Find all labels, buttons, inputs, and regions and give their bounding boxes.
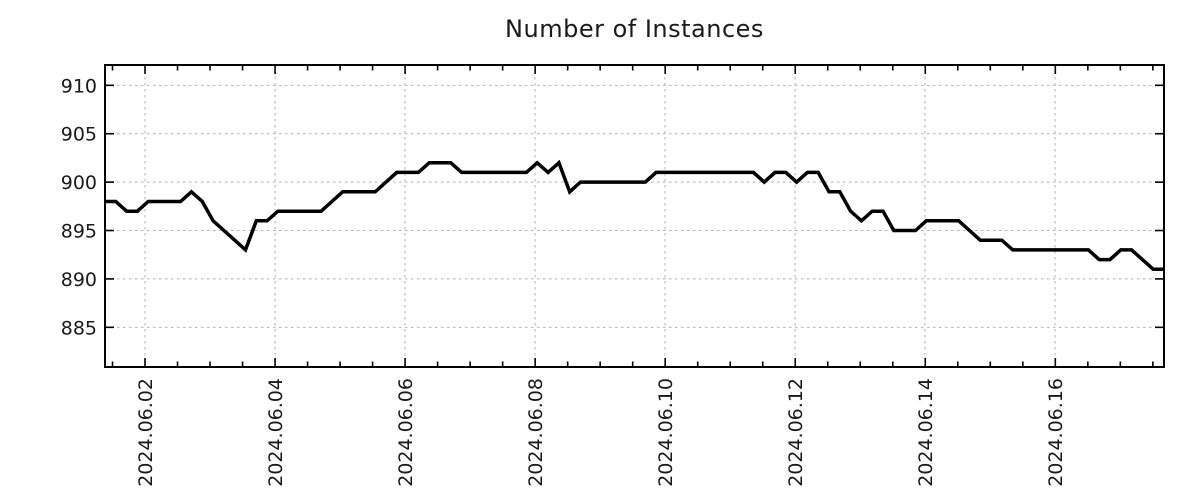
chart-title: Number of Instances <box>505 15 764 43</box>
y-tick-label: 895 <box>61 221 97 243</box>
y-tick-label: 905 <box>61 124 97 146</box>
x-tick-label: 2024.06.04 <box>265 378 287 487</box>
data-series <box>105 159 1164 271</box>
x-tick-label: 2024.06.08 <box>525 378 547 487</box>
axes-border <box>104 64 1165 368</box>
tick-marks <box>105 65 1164 367</box>
y-tick-label: 910 <box>61 75 97 97</box>
x-tick-label: 2024.06.02 <box>135 378 157 487</box>
y-axis-labels: 885 890 895 900 905 910 <box>61 75 97 339</box>
x-tick-label: 2024.06.06 <box>395 378 417 487</box>
y-tick-label: 885 <box>61 317 97 339</box>
x-tick-label: 2024.06.12 <box>785 378 807 487</box>
x-axis-labels: 2024.06.02 2024.06.04 2024.06.06 2024.06.08… <box>135 378 1067 487</box>
instances-line <box>105 159 1164 271</box>
x-tick-label: 2024.06.14 <box>915 378 937 487</box>
gridlines <box>105 65 1164 367</box>
x-tick-label: 2024.06.16 <box>1045 378 1067 487</box>
y-tick-label: 890 <box>61 269 97 291</box>
x-tick-label: 2024.06.10 <box>655 378 677 487</box>
y-tick-label: 900 <box>61 172 97 194</box>
